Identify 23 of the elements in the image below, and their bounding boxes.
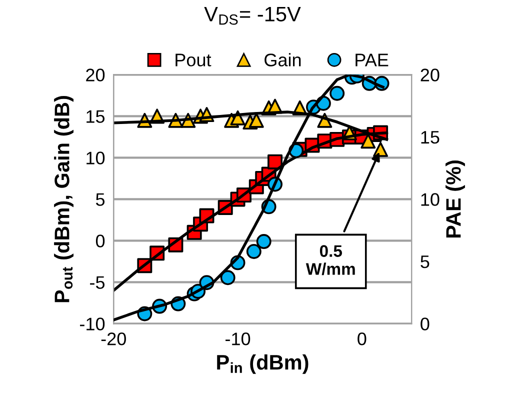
y2-tick-label: 20	[420, 68, 440, 82]
y2-axis-title: PAE (%)	[446, 160, 465, 238]
y-tick-label: 15	[86, 110, 105, 123]
x-axis-title: P$_{in}$ (dBm)	[217, 354, 308, 374]
y-tick-label: 10	[86, 152, 105, 164]
y2-tick-label: 15	[421, 131, 440, 144]
y2-tick-label: 0	[420, 318, 430, 330]
y-tick-label: 20	[86, 68, 105, 82]
x-tick-label: -20	[101, 332, 126, 346]
y-axis-title: P$_{out}$ (dBm), Gain (dB)	[54, 96, 74, 302]
y-tick-label: 0	[96, 234, 105, 248]
legend-label: PAE	[356, 54, 388, 66]
annotation: 0.5 W/mm	[306, 245, 355, 276]
x-tick-label: 0	[358, 332, 366, 346]
legend-label: Pout	[176, 54, 212, 66]
chart-title: V$_{DS}$= -15V	[204, 6, 301, 25]
legend-label: Gain	[264, 53, 301, 66]
y2-tick-label: 5	[420, 256, 430, 268]
x-tick-label: -10	[226, 332, 250, 346]
y-tick-label: -10	[80, 318, 105, 330]
y-tick-label: 5	[96, 193, 105, 206]
y2-tick-label: 10	[421, 193, 440, 206]
y-tick-label: -5	[90, 276, 105, 289]
